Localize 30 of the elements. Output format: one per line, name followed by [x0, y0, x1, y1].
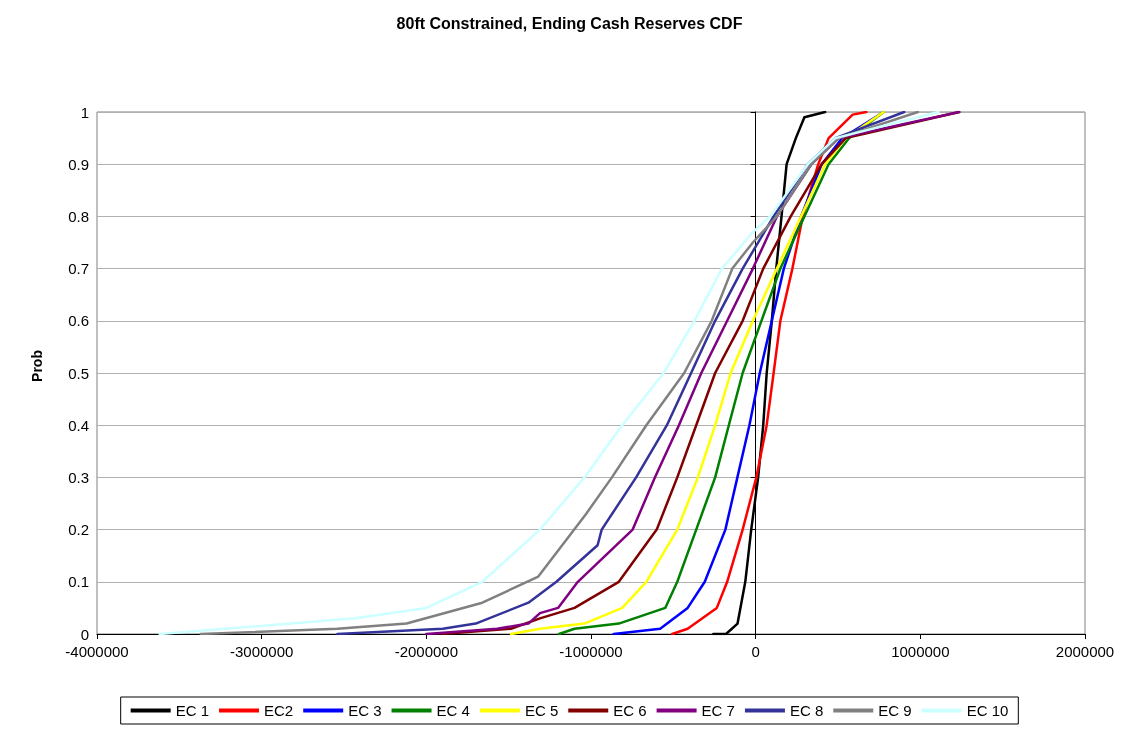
legend-label: EC 7 — [701, 702, 735, 719]
x-tick-label: 2000000 — [1055, 643, 1115, 660]
legend-label: EC 9 — [878, 702, 912, 719]
y-axis-title: Prob — [29, 350, 45, 382]
y-tick-label: 0.4 — [68, 416, 89, 434]
x-tick-label: 0 — [751, 643, 760, 660]
x-tick-label: -1000000 — [559, 643, 623, 660]
y-tick-label: 0.3 — [68, 468, 89, 486]
legend-label: EC 3 — [348, 702, 382, 719]
y-tick-label: 0.1 — [68, 573, 89, 591]
x-tick-label: -3000000 — [229, 643, 294, 660]
x-tick-label: -2000000 — [394, 643, 459, 660]
legend-label: EC 6 — [613, 702, 647, 719]
y-tick-label: 0.8 — [68, 207, 89, 225]
legend-label: EC 10 — [966, 702, 1009, 719]
y-tick-label: 0.6 — [68, 312, 89, 330]
legend-label: EC 5 — [524, 702, 559, 719]
y-tick-label: 0.2 — [68, 521, 89, 539]
x-tick-label: -4000000 — [65, 643, 129, 660]
x-tick-label: 1000000 — [891, 643, 950, 660]
y-tick-label: 0.5 — [68, 364, 89, 382]
legend-label: EC 8 — [789, 702, 824, 719]
legend-label: EC 1 — [175, 702, 210, 719]
y-tick-label: 0.7 — [68, 260, 89, 278]
y-tick-label: 0 — [80, 625, 89, 643]
y-tick-label: 1 — [80, 103, 89, 121]
legend-label: EC2 — [264, 702, 294, 719]
y-tick-label: 0.9 — [68, 155, 89, 173]
legend-label: EC 4 — [436, 702, 470, 719]
chart-title: 80ft Constrained, Ending Cash Reserves CDF — [396, 14, 743, 32]
